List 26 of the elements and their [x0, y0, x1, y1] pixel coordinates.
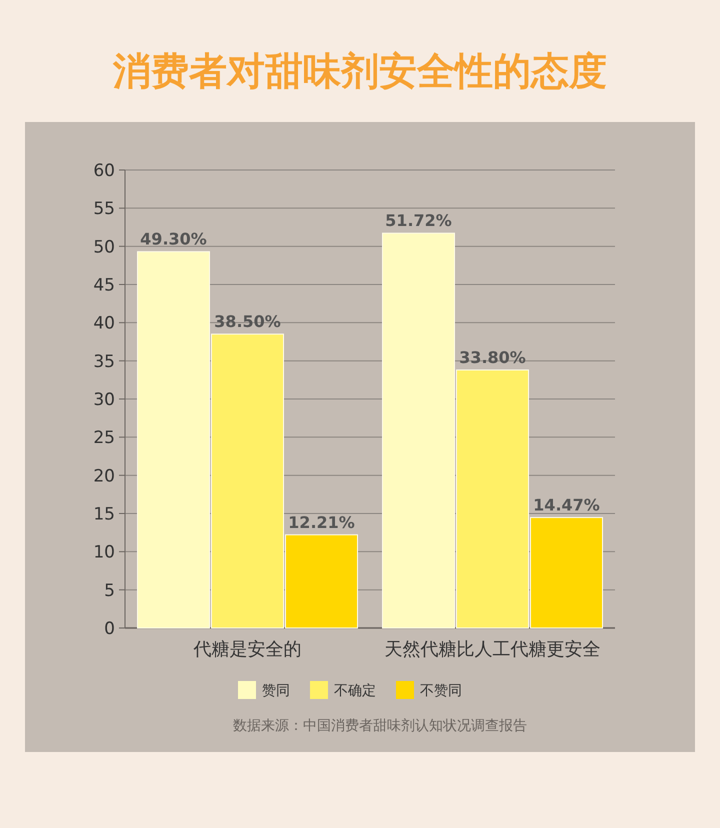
y-tick-label: 55: [93, 199, 115, 220]
x-tick-label: 代糖是安全的: [192, 639, 302, 660]
y-tick-label: 45: [93, 276, 115, 296]
y-tick-label: 40: [93, 314, 115, 334]
chart-title: 消费者对甜味剂安全性的态度: [112, 49, 607, 93]
legend-label: 不赞同: [420, 683, 462, 699]
y-tick-label: 5: [104, 580, 115, 601]
data-label: 33.80%: [459, 348, 526, 367]
legend-label: 赞同: [262, 683, 290, 699]
data-label: 12.21%: [288, 512, 355, 532]
y-tick-label: 35: [93, 352, 115, 372]
y-tick-label: 60: [93, 161, 115, 181]
data-label: 38.50%: [214, 312, 281, 332]
y-tick-label: 20: [93, 466, 115, 486]
y-tick-label: 50: [93, 237, 115, 258]
y-tick-label: 30: [93, 390, 115, 410]
y-tick-label: 15: [93, 504, 115, 524]
x-tick-label: 天然代糖比人工代糖更安全: [384, 639, 600, 660]
data-label: 49.30%: [140, 230, 207, 249]
data-label: 51.72%: [385, 211, 452, 230]
source-note: 数据来源：中国消费者甜味剂认知状况调查报告: [233, 718, 527, 734]
y-tick-label: 25: [93, 428, 115, 448]
legend-label: 不确定: [334, 683, 376, 699]
y-tick-label: 0: [104, 619, 115, 639]
y-tick-label: 10: [93, 542, 115, 563]
data-label: 14.47%: [533, 496, 600, 515]
